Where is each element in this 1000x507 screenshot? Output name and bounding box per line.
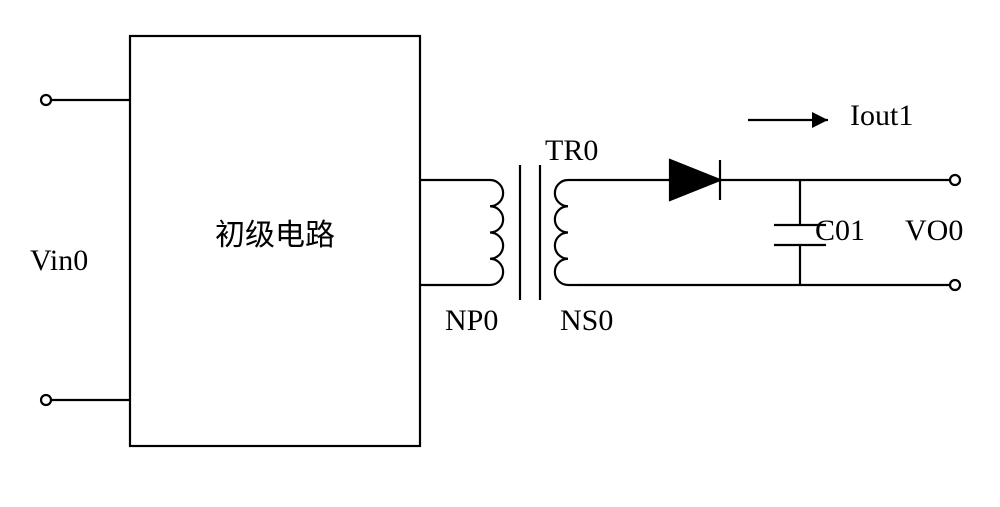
- primary-winding-label: NP0: [445, 304, 498, 337]
- block-label: 初级电路: [215, 219, 335, 252]
- vout-label: VO0: [905, 214, 963, 247]
- secondary-winding-label: NS0: [560, 304, 613, 337]
- vin-label: Vin0: [30, 244, 88, 277]
- iout-arrow-icon: [812, 112, 828, 128]
- capacitor-label: C01: [815, 214, 865, 247]
- iout-label: Iout1: [850, 99, 913, 132]
- transformer-label: TR0: [545, 134, 598, 167]
- diode-icon: [670, 160, 720, 200]
